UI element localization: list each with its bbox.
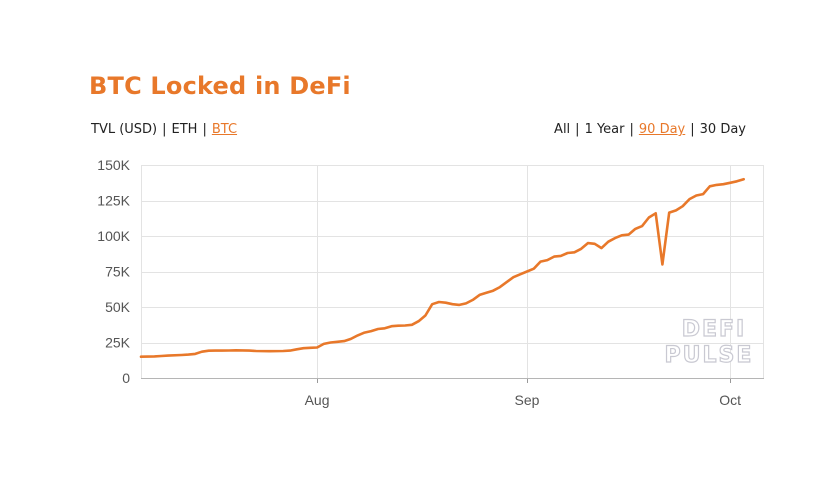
y-tick-label: 50K bbox=[105, 299, 131, 315]
range-option-1-year[interactable]: 1 Year bbox=[584, 122, 625, 137]
y-tick-label: 150K bbox=[97, 157, 130, 173]
x-tick-label: Aug bbox=[305, 392, 330, 408]
separator: | bbox=[629, 122, 634, 137]
y-tick-label: 25K bbox=[105, 335, 131, 351]
x-tick-label: Sep bbox=[515, 392, 540, 408]
chart-title: BTC Locked in DeFi bbox=[89, 72, 351, 100]
y-tick-label: 100K bbox=[97, 228, 130, 244]
watermark-line-1: DEFI bbox=[682, 317, 747, 342]
range-toggle: All | 1 Year | 90 Day | 30 Day bbox=[554, 122, 746, 137]
y-tick-label: 125K bbox=[97, 193, 130, 209]
series-line bbox=[139, 177, 745, 358]
unit-option-btc[interactable]: BTC bbox=[211, 122, 238, 137]
separator: | bbox=[162, 122, 167, 137]
x-tick-label: Oct bbox=[719, 392, 741, 408]
range-option-30-day[interactable]: 30 Day bbox=[699, 122, 746, 137]
separator: | bbox=[202, 122, 207, 137]
y-tick-label: 75K bbox=[105, 264, 131, 280]
chart-series bbox=[139, 177, 745, 358]
chart-axes: 0 25K 50K 75K 100K 125K 150K Aug Sep Oct bbox=[97, 157, 764, 408]
unit-option-tvl-usd[interactable]: TVL (USD) bbox=[91, 122, 158, 137]
range-option-all[interactable]: All bbox=[554, 122, 571, 137]
separator: | bbox=[575, 122, 580, 137]
unit-option-eth[interactable]: ETH bbox=[171, 122, 198, 137]
y-tick-label: 0 bbox=[122, 370, 130, 386]
chart-grid bbox=[141, 165, 764, 378]
separator: | bbox=[690, 122, 695, 137]
range-option-90-day[interactable]: 90 Day bbox=[638, 122, 686, 137]
watermark-line-2: PULSE bbox=[665, 343, 754, 368]
defi-pulse-watermark: DEFI PULSE bbox=[664, 316, 754, 368]
unit-toggle: TVL (USD) | ETH | BTC bbox=[91, 122, 237, 137]
